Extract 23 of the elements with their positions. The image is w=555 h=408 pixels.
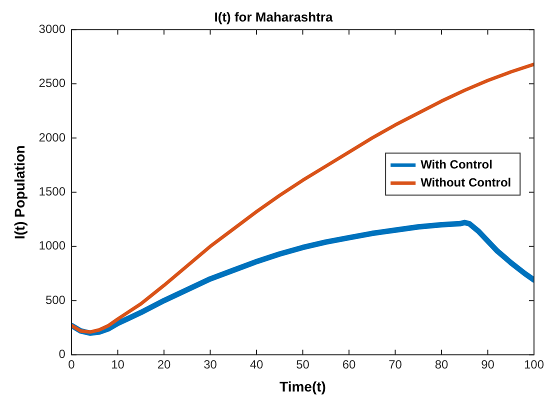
y-tick-label: 2500 bbox=[38, 76, 66, 90]
x-tick-label: 70 bbox=[388, 357, 402, 372]
y-tick-label: 3000 bbox=[38, 22, 66, 36]
chart-title: I(t) for Maharashtra bbox=[214, 9, 334, 24]
legend-label: Without Control bbox=[420, 175, 512, 190]
x-tick-label: 30 bbox=[204, 357, 218, 372]
x-tick-label: 10 bbox=[111, 357, 125, 372]
x-tick-label: 50 bbox=[296, 357, 310, 372]
x-tick-label: 20 bbox=[157, 357, 171, 372]
x-tick-label: 100 bbox=[524, 357, 544, 372]
x-tick-label: 90 bbox=[481, 357, 495, 372]
y-axis-title: I(t) Population bbox=[11, 145, 28, 240]
y-tick-label: 500 bbox=[45, 292, 66, 307]
y-tick-label: 2000 bbox=[38, 130, 66, 144]
y-tick-label: 1500 bbox=[38, 184, 66, 199]
legend-label: With Control bbox=[420, 157, 492, 172]
x-axis-title: Time(t) bbox=[280, 378, 326, 394]
x-tick-label: 80 bbox=[434, 357, 448, 372]
y-tick-label: 1000 bbox=[38, 238, 66, 253]
x-tick-label: 40 bbox=[250, 357, 264, 372]
y-tick-label: 0 bbox=[58, 347, 66, 362]
x-tick-label: 60 bbox=[342, 357, 356, 372]
x-tick-label: 0 bbox=[68, 357, 76, 372]
